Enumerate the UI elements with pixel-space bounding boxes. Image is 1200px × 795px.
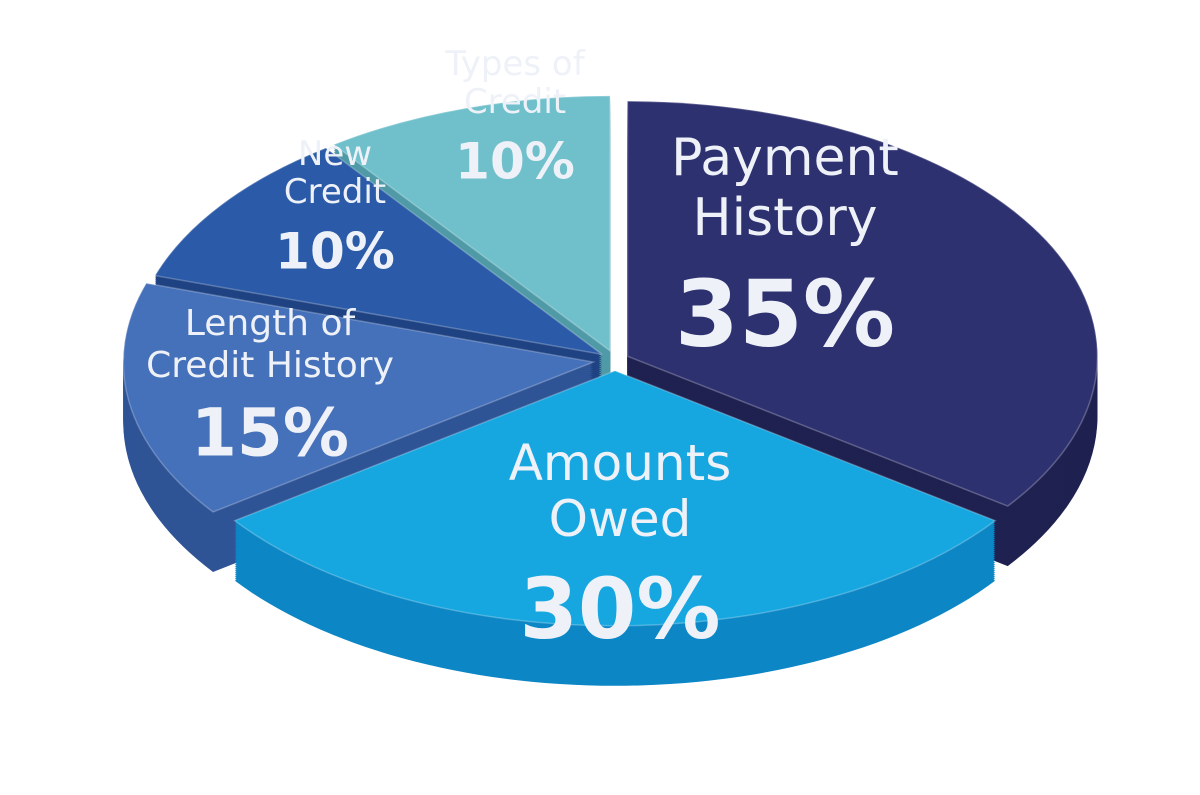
slice-label: Length of bbox=[185, 303, 357, 344]
slice-label: History bbox=[693, 188, 878, 248]
slice-payment-history bbox=[626, 100, 1099, 567]
slice-top bbox=[153, 147, 603, 356]
data-label: 15% bbox=[191, 394, 349, 471]
slice-top bbox=[233, 369, 997, 627]
data-label: 30% bbox=[519, 560, 720, 658]
slice-length-of-credit-history bbox=[122, 282, 597, 572]
slice-label: Types of bbox=[444, 44, 585, 84]
slice-top bbox=[122, 282, 597, 513]
slice-label: Amounts bbox=[509, 434, 732, 492]
slice-label: Payment bbox=[671, 128, 899, 188]
slice-new-credit bbox=[153, 147, 603, 415]
slice-label: New bbox=[298, 134, 372, 174]
slice-label: Credit bbox=[464, 82, 566, 122]
slice-label: Credit bbox=[284, 172, 386, 212]
slice-label: Credit History bbox=[146, 345, 394, 386]
slice-amounts-owed bbox=[233, 369, 997, 686]
data-label: 10% bbox=[455, 133, 575, 191]
slice-top bbox=[332, 95, 611, 353]
slice-top bbox=[626, 100, 1099, 507]
slice-label: Owed bbox=[549, 490, 692, 548]
pie-slices bbox=[122, 95, 1099, 686]
data-label: 10% bbox=[275, 223, 395, 281]
data-label: 35% bbox=[675, 261, 895, 368]
